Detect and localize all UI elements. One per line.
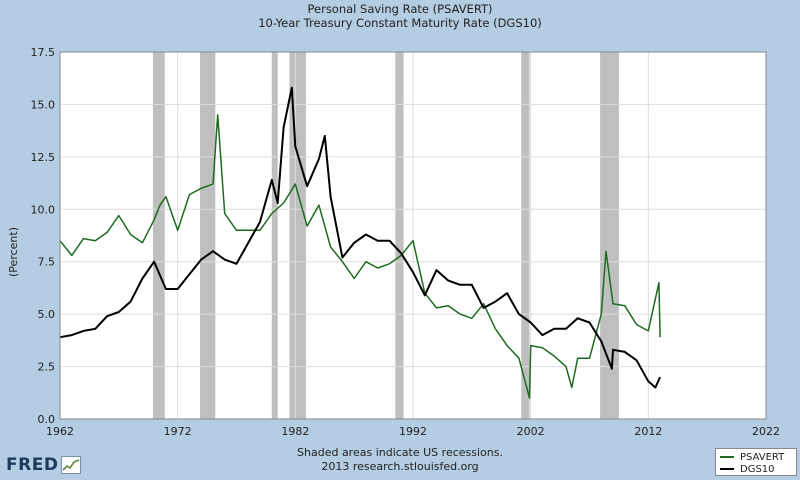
chart-title-block: Personal Saving Rate (PSAVERT) 10-Year T… bbox=[0, 2, 800, 30]
series-layer bbox=[59, 86, 662, 399]
y-tick-label: 7.5 bbox=[38, 256, 56, 269]
recession-band bbox=[271, 52, 278, 419]
series-line-dgs10 bbox=[59, 86, 662, 389]
chart-thumbnail-icon bbox=[61, 456, 82, 474]
x-tick-label: 1972 bbox=[164, 425, 192, 438]
fred-logo-text: FRED bbox=[6, 455, 59, 475]
legend: PSAVERT DGS10 bbox=[715, 448, 797, 476]
recession-band bbox=[395, 52, 404, 419]
legend-swatch bbox=[720, 456, 734, 458]
recession-band bbox=[200, 52, 216, 419]
recession-band bbox=[289, 52, 306, 419]
y-tick-label: 0.0 bbox=[38, 413, 56, 426]
y-tick-label: 12.5 bbox=[31, 151, 56, 164]
legend-item-psavert: PSAVERT bbox=[720, 451, 792, 463]
legend-item-dgs10: DGS10 bbox=[720, 463, 792, 475]
y-tick-label: 17.5 bbox=[31, 46, 56, 59]
series-line-psavert bbox=[59, 114, 661, 399]
x-tick-label: 1962 bbox=[46, 425, 74, 438]
y-tick-label: 10.0 bbox=[31, 203, 56, 216]
x-tick-label: 2002 bbox=[517, 425, 545, 438]
y-tick-label: 2.5 bbox=[38, 361, 56, 374]
legend-label: PSAVERT bbox=[740, 451, 785, 463]
x-tick-label: 2012 bbox=[634, 425, 662, 438]
recession-band bbox=[600, 52, 619, 419]
x-tick-label: 2022 bbox=[752, 425, 780, 438]
footer-note: Shaded areas indicate US recessions. 201… bbox=[0, 446, 800, 474]
legend-label: DGS10 bbox=[740, 463, 775, 475]
recession-note: Shaded areas indicate US recessions. bbox=[297, 446, 503, 459]
legend-swatch bbox=[720, 468, 734, 470]
chart-subtitle: 10-Year Treasury Constant Maturity Rate … bbox=[258, 16, 542, 30]
axes: 0.0 2.5 5.0 7.5 10.0 12.5 15.0 17.5 1962 1972 1982… bbox=[31, 46, 781, 438]
y-tick-label: 5.0 bbox=[38, 308, 56, 321]
x-tick-label: 1982 bbox=[281, 425, 309, 438]
source-note: 2013 research.stlouisfed.org bbox=[321, 460, 479, 473]
y-axis-label: (Percent) bbox=[7, 227, 20, 277]
recession-band bbox=[152, 52, 165, 419]
recession-band bbox=[521, 52, 530, 419]
plot-border bbox=[59, 51, 767, 420]
y-tick-label: 15.0 bbox=[31, 98, 56, 111]
recession-bands bbox=[152, 52, 619, 419]
chart-title: Personal Saving Rate (PSAVERT) bbox=[307, 2, 493, 16]
x-tick-label: 1992 bbox=[399, 425, 427, 438]
fred-logo: FRED bbox=[6, 455, 82, 475]
